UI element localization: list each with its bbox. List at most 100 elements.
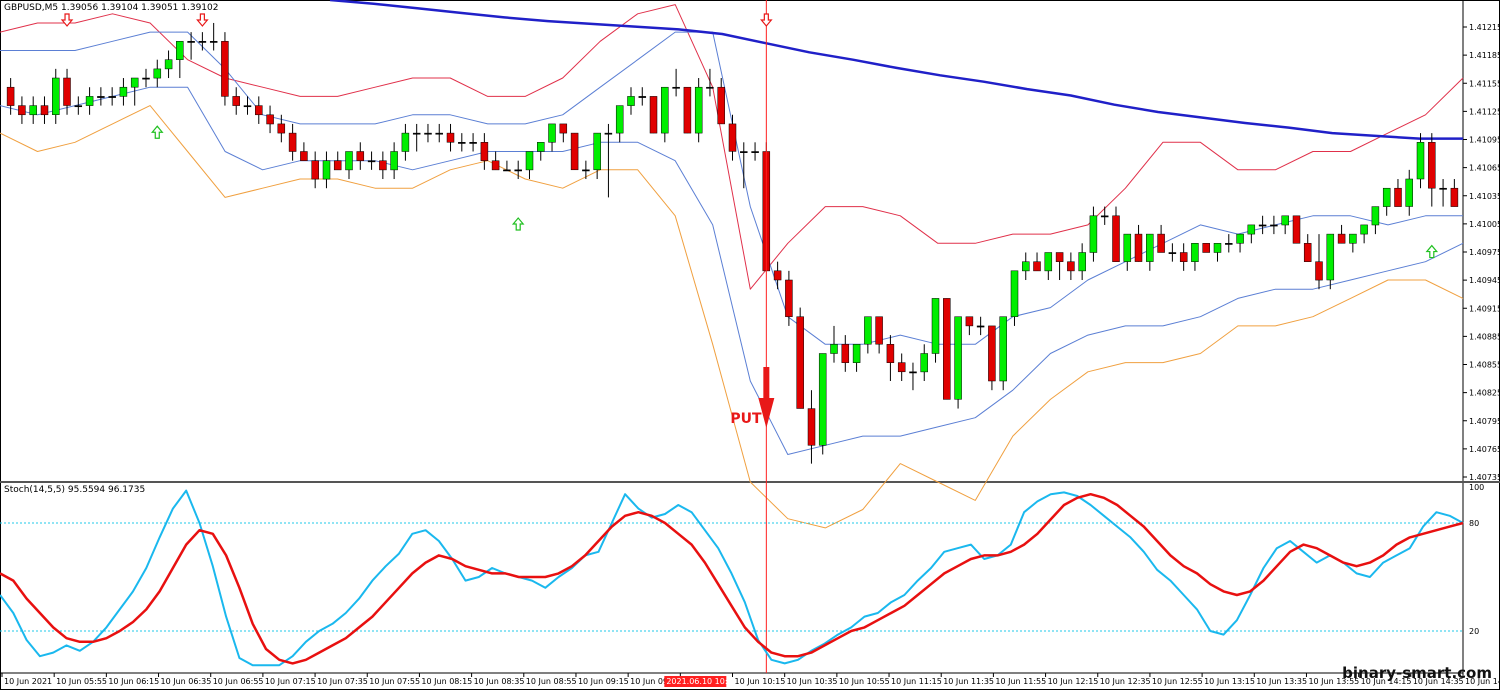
candle xyxy=(176,41,184,79)
candle-body xyxy=(909,371,917,374)
candle-body xyxy=(333,160,342,171)
candle-body xyxy=(1281,215,1289,226)
candle xyxy=(1022,252,1030,281)
candle-body xyxy=(604,132,613,135)
candle xyxy=(221,32,229,106)
candle-body xyxy=(1179,252,1188,262)
candle-body xyxy=(1044,252,1053,272)
put-label: PUT xyxy=(730,411,762,427)
candle-body xyxy=(130,77,139,88)
candle xyxy=(649,96,658,134)
candle xyxy=(818,353,827,455)
price-tick-label: 1.40885 xyxy=(1469,332,1500,341)
candle-body xyxy=(1022,261,1030,272)
candle xyxy=(864,316,872,354)
price-tick-label: 1.40855 xyxy=(1469,361,1500,370)
put-arrow-shaft xyxy=(763,367,770,399)
candle-body xyxy=(1089,215,1098,253)
candle-body xyxy=(830,344,838,354)
candle-body xyxy=(243,105,252,108)
time-tick-label: 2021.06.10 10:10 xyxy=(666,677,737,686)
candle xyxy=(29,96,37,124)
price-tick-label: 1.40825 xyxy=(1469,389,1500,398)
candle-body xyxy=(288,132,297,152)
candle-body xyxy=(1315,261,1323,281)
candle xyxy=(401,123,410,161)
price-tick-label: 1.41215 xyxy=(1469,23,1500,32)
candle xyxy=(1450,179,1459,207)
buy-arrow-icon xyxy=(511,217,525,231)
price-tick-label: 1.41005 xyxy=(1469,220,1500,229)
candle xyxy=(119,78,128,106)
candle xyxy=(322,151,331,189)
candle xyxy=(1112,206,1120,262)
candle xyxy=(694,78,703,143)
candle-body xyxy=(1439,187,1447,190)
candle xyxy=(480,133,489,170)
candle-body xyxy=(97,96,105,98)
candle-body xyxy=(864,316,872,345)
candle xyxy=(570,132,579,171)
time-tick-label: 10 Jun 06:15 xyxy=(108,677,159,686)
candle xyxy=(943,298,951,400)
candle xyxy=(1360,224,1368,244)
candle xyxy=(1405,169,1413,216)
candle xyxy=(593,132,601,180)
candle-body xyxy=(548,123,556,143)
candle xyxy=(164,50,173,79)
candle-body xyxy=(514,169,522,172)
candle xyxy=(1123,233,1132,271)
candle-body xyxy=(1033,261,1041,272)
candle-body xyxy=(1168,252,1177,254)
candle-body xyxy=(1394,187,1402,207)
candle-body xyxy=(119,86,128,97)
candle xyxy=(1315,234,1323,290)
candle-body xyxy=(187,41,195,43)
candle-body xyxy=(943,298,951,400)
candle-body xyxy=(525,151,534,171)
candle-body xyxy=(63,77,71,106)
candle-body xyxy=(886,344,895,363)
candle xyxy=(1146,233,1154,271)
put-arrow-head xyxy=(758,398,775,428)
candle-body xyxy=(1191,243,1199,262)
candle xyxy=(852,344,861,372)
candle xyxy=(108,87,116,106)
stoch-main-line xyxy=(0,489,1464,667)
candle xyxy=(1292,215,1301,244)
candle-body xyxy=(1416,142,1425,180)
candle-body xyxy=(1067,261,1075,272)
candle-body xyxy=(751,151,759,153)
candle-body xyxy=(1371,206,1380,226)
candle-body xyxy=(356,151,365,161)
candle xyxy=(187,32,195,60)
candle xyxy=(1247,224,1256,244)
time-tick-label: 10 Jun 09:35 xyxy=(630,677,681,686)
candle xyxy=(255,96,263,124)
candle xyxy=(153,59,162,88)
candle xyxy=(142,68,150,88)
candle-body xyxy=(593,132,601,171)
candle-body xyxy=(6,86,15,106)
price-tick-label: 1.40765 xyxy=(1469,445,1500,454)
candle-body xyxy=(706,86,714,89)
candle xyxy=(909,362,917,391)
candle xyxy=(751,142,759,161)
time-tick-label: 10 Jun 10:55 xyxy=(839,677,890,686)
sell-arrow-icon xyxy=(60,13,74,27)
candle-body xyxy=(480,142,489,161)
candle xyxy=(999,316,1007,391)
candle-body xyxy=(683,86,692,134)
candle xyxy=(424,123,432,143)
time-tick-label: 10 Jun 08:35 xyxy=(474,677,525,686)
candle xyxy=(243,96,252,115)
candle xyxy=(841,335,850,372)
candle xyxy=(1258,215,1267,235)
time-tick-label: 10 Jun 11:55 xyxy=(995,677,1046,686)
candle xyxy=(1089,206,1098,262)
candle xyxy=(379,151,387,180)
candle xyxy=(40,96,49,124)
candle xyxy=(1100,206,1109,225)
